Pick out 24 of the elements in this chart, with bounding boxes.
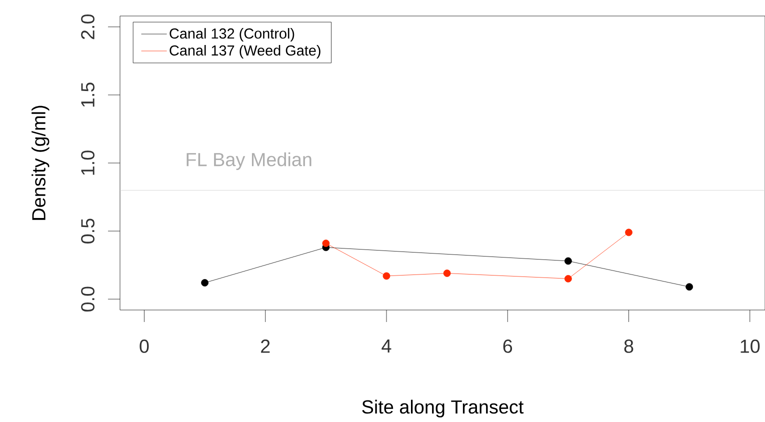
x-tick-label: 0 — [140, 340, 149, 353]
point — [686, 283, 693, 291]
y-axis-title: Density (g/ml) — [32, 106, 50, 220]
y-tick-label: 0.0 — [81, 286, 94, 312]
ref-line-label: FL Bay Median — [186, 152, 312, 170]
y-tick-label: 0.5 — [81, 218, 94, 244]
x-axis-title: Site along Transect — [362, 400, 524, 418]
point — [201, 279, 208, 286]
point — [564, 257, 572, 265]
legend-label: Canal 132 (Control) — [170, 28, 294, 42]
x-tick-label: 4 — [382, 340, 392, 353]
point — [564, 275, 572, 282]
point — [443, 270, 451, 277]
point — [322, 240, 330, 247]
x-tick-label: 10 — [740, 340, 760, 353]
y-tick-label: 2.0 — [81, 14, 94, 40]
x-tick-label: 6 — [503, 340, 512, 353]
point — [382, 272, 390, 280]
legend-label: Canal 137 (Weed Gate) — [170, 45, 320, 58]
x-tick-label: 8 — [624, 340, 634, 353]
y-tick-label: 1.0 — [81, 150, 94, 175]
x-tick-label: 2 — [261, 340, 270, 353]
y-tick-label: 1.5 — [81, 82, 94, 107]
point — [625, 228, 632, 236]
